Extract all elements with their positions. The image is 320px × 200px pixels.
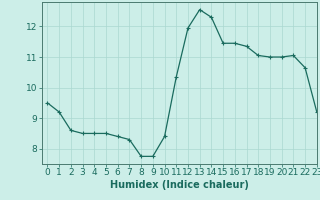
- X-axis label: Humidex (Indice chaleur): Humidex (Indice chaleur): [110, 180, 249, 190]
